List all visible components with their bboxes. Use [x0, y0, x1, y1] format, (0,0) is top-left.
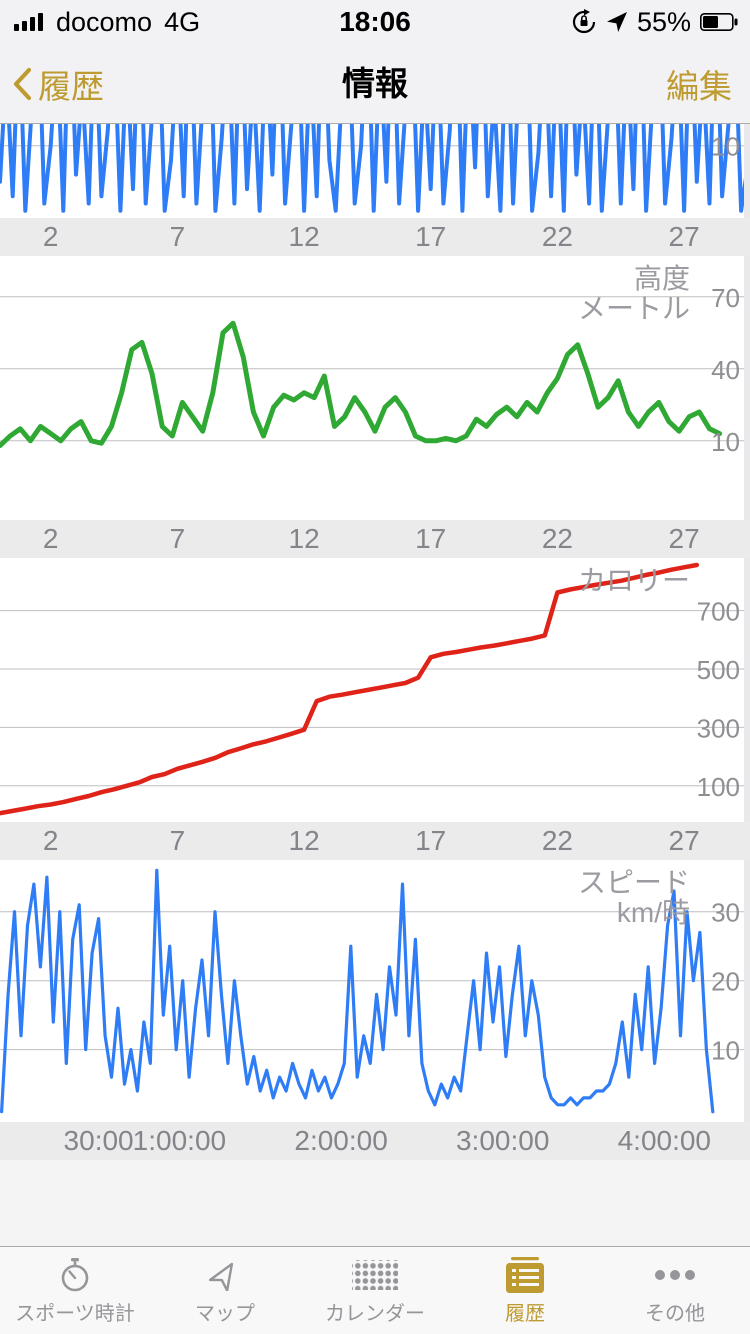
- status-left: docomo 4G: [14, 0, 200, 44]
- x-tick-label: 2: [42, 825, 59, 856]
- x-tick-label: 27: [668, 825, 700, 856]
- status-time: 18:06: [339, 6, 411, 37]
- tab-label: マップ: [195, 1303, 255, 1325]
- calories-series-line: [0, 562, 700, 816]
- chevron-left-icon: [13, 67, 32, 101]
- x-tick-label: 17: [415, 825, 447, 856]
- y-tick-label: 40: [711, 355, 740, 385]
- x-tick-label: 12: [288, 523, 320, 554]
- x-tick-label: 2: [42, 523, 59, 554]
- tab-calendar[interactable]: カレンダー: [300, 1247, 450, 1334]
- tab-label: その他: [645, 1303, 705, 1325]
- nav-bar: 履歴 情報 編集: [0, 44, 750, 124]
- tab-label: 履歴: [505, 1303, 545, 1325]
- rotation-lock-icon: [572, 9, 596, 34]
- tab-label: スポーツ時計: [15, 1303, 135, 1325]
- y-tick-label: 100: [697, 772, 740, 802]
- x-tick-label: 7: [169, 523, 186, 554]
- x-tick-label: 7: [169, 825, 186, 856]
- tab-more[interactable]: その他: [600, 1247, 750, 1334]
- navigation-arrow-icon: [209, 1255, 241, 1295]
- x-tick-label: 22: [541, 523, 573, 554]
- y-tick-label: 10: [711, 1036, 740, 1066]
- top-chart-plot[interactable]: 10: [0, 124, 750, 218]
- x-axis-band-speed: 30:00 1:00:00 2:00:00 3:00:00 4:00:00: [0, 1122, 750, 1160]
- x-tick-label: 4:00:00: [617, 1125, 712, 1156]
- x-tick-label: 3:00:00: [455, 1125, 550, 1156]
- y-tick-label: 30: [711, 898, 740, 928]
- top-chart-partial-series-line: [0, 124, 750, 213]
- chart-title-label: メートル: [578, 293, 690, 324]
- chart-title-label: カロリー: [578, 565, 690, 596]
- chart-title-label: スピード: [578, 867, 690, 898]
- status-bar: docomo 4G 18:06 55%: [0, 0, 750, 44]
- x-tick-label: 1:00:00: [132, 1125, 227, 1156]
- top-chrome: docomo 4G 18:06 55%: [0, 0, 750, 124]
- x-tick-label: 27: [668, 221, 700, 252]
- calories-chart-row: 700 500 300 100 カロリー: [0, 558, 750, 822]
- status-right: 55%: [571, 0, 738, 44]
- speed-chart-row: 30 20 10 スピード km/時: [0, 860, 750, 1122]
- x-tick-label: 2: [42, 221, 59, 252]
- x-axis-band-top-chart: 2 7 12 17 22 27: [0, 218, 750, 256]
- battery-percent-label: 55%: [636, 6, 691, 37]
- y-tick-label: 300: [697, 713, 740, 743]
- battery-icon: [700, 13, 738, 31]
- page-title: 情報: [342, 65, 408, 102]
- top-chart-row: 10: [0, 124, 750, 218]
- x-tick-label: 17: [415, 221, 447, 252]
- x-tick-label: 27: [668, 523, 700, 554]
- tab-map[interactable]: マップ: [150, 1247, 300, 1334]
- speed-series-line: [0, 868, 715, 1114]
- chart-title-label: km/時: [617, 897, 690, 928]
- right-edge-gutter: [744, 256, 750, 520]
- chart-title-label: 高度: [634, 263, 690, 294]
- x-axis-band-calories: 2 7 12 17 22 27: [0, 822, 750, 860]
- network-type-label: 4G: [164, 6, 201, 37]
- stopwatch-icon: [60, 1255, 90, 1295]
- tab-bar: スポーツ時計 マップ カレンダー: [0, 1246, 750, 1334]
- altitude-chart-row: 70 40 10 高度 メートル: [0, 256, 750, 520]
- carrier-label: docomo: [56, 6, 153, 37]
- tab-label: カレンダー: [325, 1303, 425, 1325]
- dot-grid-icon: [352, 1255, 398, 1295]
- y-tick-label: 70: [711, 283, 740, 313]
- x-tick-label: 12: [288, 221, 320, 252]
- x-axis-band-altitude: 2 7 12 17 22 27: [0, 520, 750, 558]
- right-edge-gutter: [744, 860, 750, 1122]
- x-tick-label: 12: [288, 825, 320, 856]
- tab-history[interactable]: 履歴: [450, 1247, 600, 1334]
- location-arrow-icon: [606, 12, 627, 32]
- x-tick-label: 2:00:00: [294, 1125, 388, 1156]
- history-list-icon: [504, 1255, 546, 1295]
- calories-chart-plot[interactable]: 700 500 300 100 カロリー: [0, 558, 750, 822]
- y-tick-label: 700: [697, 597, 740, 627]
- x-tick-label: 17: [415, 523, 447, 554]
- back-button-label: 履歴: [38, 68, 104, 105]
- x-tick-label: 22: [541, 221, 573, 252]
- content-bottom-gap: [0, 1160, 750, 1246]
- signal-strength-icon: [14, 13, 43, 31]
- y-tick-label: 10: [711, 132, 740, 162]
- y-tick-label: 10: [711, 427, 740, 457]
- tab-sports-watch[interactable]: スポーツ時計: [0, 1247, 150, 1334]
- right-edge-gutter: [744, 124, 750, 218]
- ellipsis-icon: [653, 1255, 697, 1295]
- edit-button[interactable]: 編集: [666, 68, 732, 105]
- x-tick-label: 7: [169, 221, 186, 252]
- y-tick-label: 20: [711, 967, 740, 997]
- altitude-series-line: [0, 320, 723, 449]
- x-tick-label: 22: [541, 825, 573, 856]
- right-edge-gutter: [744, 558, 750, 822]
- y-tick-label: 500: [697, 655, 740, 685]
- x-tick-label: 30:00: [63, 1125, 134, 1156]
- back-button[interactable]: 履歴: [12, 44, 104, 124]
